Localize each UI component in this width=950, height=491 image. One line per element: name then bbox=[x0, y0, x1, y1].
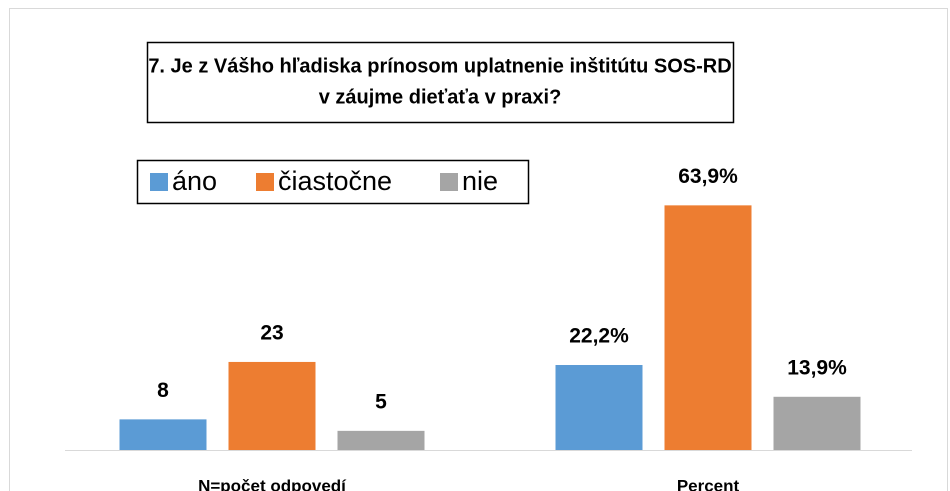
bar bbox=[664, 205, 752, 450]
x-tick-label: N=počet odpovedí bbox=[198, 476, 347, 491]
chart-title: v záujme dieťaťa v praxi? bbox=[319, 86, 562, 108]
bar bbox=[773, 396, 861, 450]
legend-box bbox=[136, 159, 530, 205]
data-label: 23 bbox=[260, 321, 283, 344]
data-label: 13,9% bbox=[787, 356, 847, 379]
data-label: 22,2% bbox=[569, 325, 629, 348]
title-box bbox=[146, 41, 735, 124]
legend-label: čiastočne bbox=[278, 166, 392, 196]
legend-swatch bbox=[440, 173, 458, 191]
bar bbox=[555, 365, 643, 450]
bar bbox=[228, 361, 316, 450]
legend-label: áno bbox=[172, 166, 217, 196]
data-label: 8 bbox=[157, 379, 169, 402]
data-label: 5 bbox=[375, 390, 387, 413]
legend-label: nie bbox=[462, 166, 498, 196]
x-tick-label: Percent bbox=[677, 476, 740, 491]
bar bbox=[337, 430, 425, 450]
legend-swatch bbox=[150, 173, 168, 191]
chart-title: 7. Je z Vášho hľadiska prínosom uplatnen… bbox=[148, 55, 731, 77]
chart-border bbox=[9, 8, 948, 491]
legend-swatch bbox=[256, 173, 274, 191]
bar bbox=[119, 419, 207, 450]
data-label: 63,9% bbox=[678, 165, 738, 188]
